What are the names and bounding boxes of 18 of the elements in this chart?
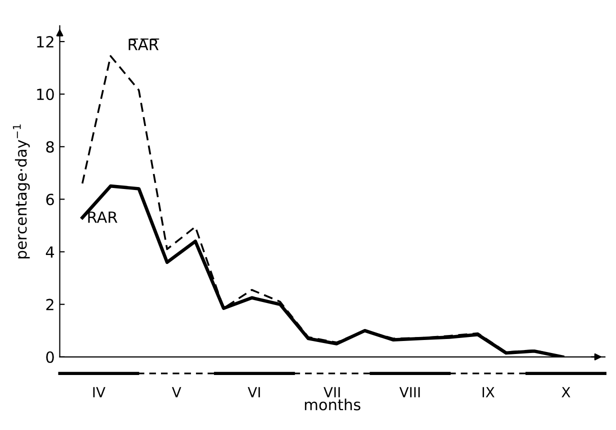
y-tick-label: 12 — [37, 36, 54, 48]
text: IV — [93, 387, 106, 398]
y-tick-label: 6 — [46, 194, 54, 206]
y-tick-label: 8 — [46, 141, 54, 153]
y-tick-label: 10 — [37, 88, 54, 100]
series-label: R̅A̅R̅ — [128, 38, 160, 50]
text: VII — [324, 387, 340, 398]
text: X — [562, 387, 570, 398]
y-tick-label: 0 — [46, 351, 54, 363]
y-axis-title: percentage·day$^{−1}$ — [12, 124, 30, 258]
text: IX — [482, 387, 494, 398]
y-tick-label: 4 — [46, 246, 54, 258]
text: VI — [248, 387, 260, 398]
x-axis-title: months — [304, 398, 360, 410]
text: VIII — [399, 387, 420, 398]
series-label: RAR — [88, 212, 118, 223]
y-tick-label: 2 — [46, 298, 54, 310]
text: V — [172, 387, 182, 398]
